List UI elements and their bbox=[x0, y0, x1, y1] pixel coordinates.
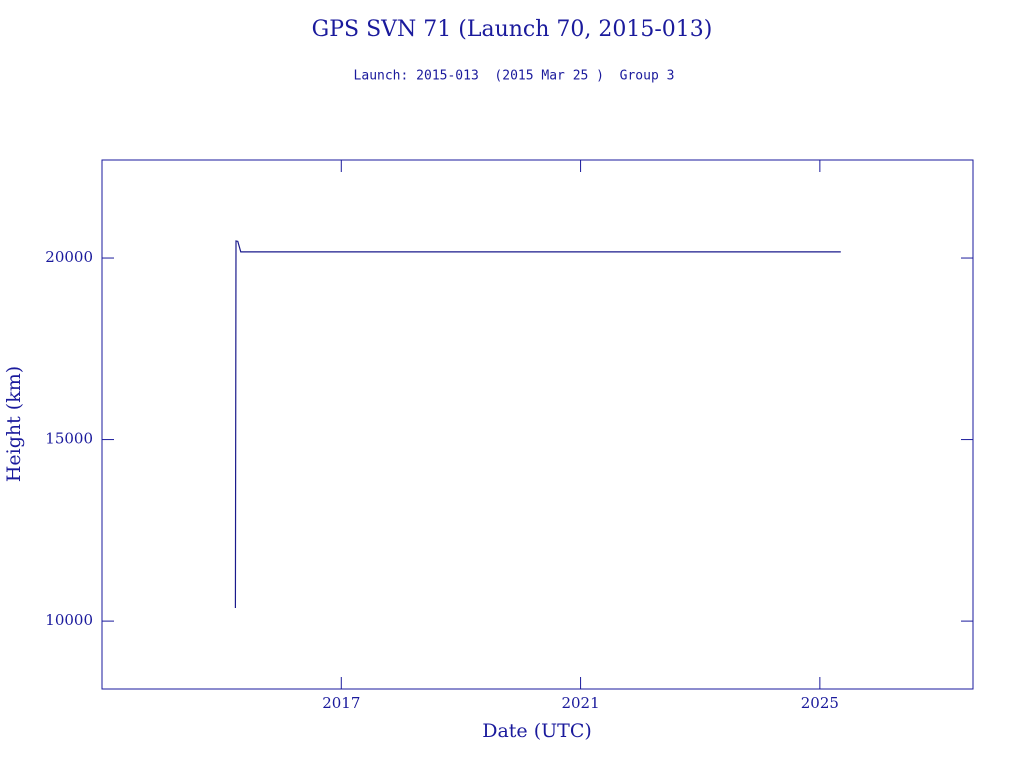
data-line bbox=[234, 240, 841, 609]
y-tick-label: 10000 bbox=[45, 611, 93, 629]
chart-title: GPS SVN 71 (Launch 70, 2015-013) bbox=[312, 17, 713, 42]
y-axis-label: Height (km) bbox=[3, 366, 25, 482]
x-tick-label: 2017 bbox=[322, 694, 360, 712]
x-tick-label: 2021 bbox=[561, 694, 599, 712]
plot-frame bbox=[101, 159, 974, 690]
chart-subtitle: Launch: 2015-013 (2015 Mar 25 ) Group 3 bbox=[354, 69, 675, 84]
x-axis-label: Date (UTC) bbox=[482, 720, 592, 742]
y-tick-label: 15000 bbox=[45, 430, 93, 448]
y-tick-label: 20000 bbox=[45, 248, 93, 266]
x-tick-label: 2025 bbox=[801, 694, 839, 712]
